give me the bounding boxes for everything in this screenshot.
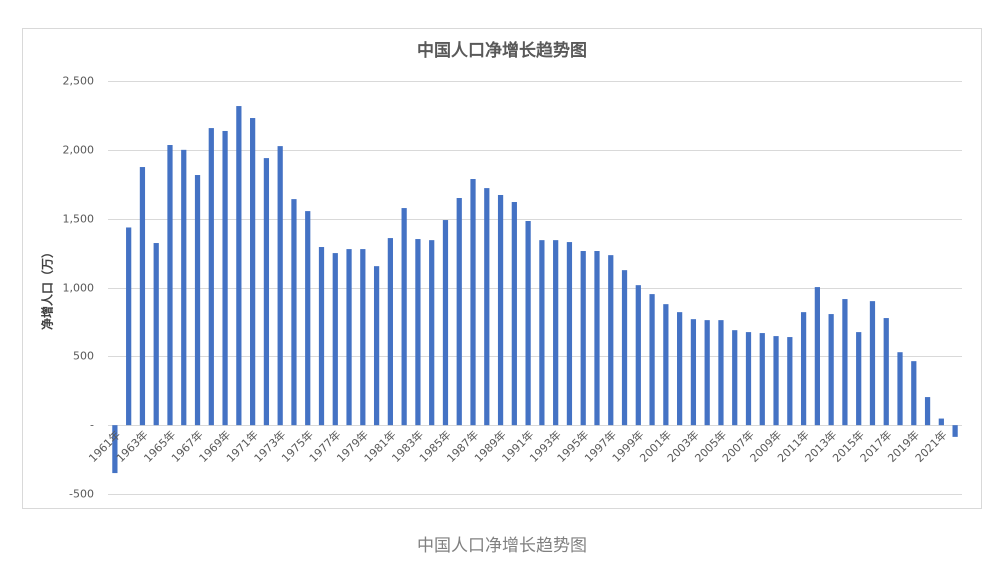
y-tick-label: 2,000 (63, 144, 95, 157)
bar (181, 149, 187, 426)
bar (759, 333, 765, 426)
bar (484, 188, 490, 426)
bar (222, 130, 228, 426)
bar (194, 175, 201, 426)
bar (608, 255, 614, 426)
bar (511, 202, 517, 426)
bar (663, 304, 669, 426)
bar (153, 243, 159, 426)
bar (787, 337, 793, 426)
bar (938, 418, 944, 426)
bar (263, 158, 270, 426)
bar (236, 106, 242, 426)
bar (621, 270, 628, 426)
bar (635, 285, 641, 426)
bar (553, 240, 559, 426)
bar (800, 312, 807, 426)
bar (773, 336, 779, 426)
bar (745, 332, 752, 426)
bar (952, 425, 958, 437)
caption: 中国人口净增长趋势图 (417, 536, 587, 556)
bar (318, 247, 325, 426)
bar (470, 179, 476, 426)
y-tick-label: -500 (69, 488, 94, 501)
bar (897, 352, 903, 426)
bar (360, 249, 366, 426)
bar (690, 319, 697, 426)
bar (277, 146, 283, 426)
bar (539, 240, 545, 426)
bar (442, 220, 449, 426)
bar (456, 198, 462, 426)
y-tick-label: - (90, 419, 94, 432)
bar (883, 318, 889, 426)
y-tick-label: 500 (73, 350, 94, 363)
y-tick-label: 2,500 (63, 75, 95, 88)
bar (677, 312, 683, 426)
bar (718, 320, 724, 426)
bar (594, 251, 600, 426)
bar (525, 221, 531, 426)
bar (856, 332, 862, 426)
bar (401, 208, 407, 426)
bar (373, 266, 380, 426)
bar (732, 330, 738, 426)
bar (208, 128, 214, 426)
bar (250, 118, 256, 426)
y-axis-label: 净增人口（万） (40, 246, 55, 330)
bar (911, 361, 917, 426)
bar (291, 199, 297, 426)
bar (814, 287, 820, 426)
bar (842, 299, 848, 426)
bar (167, 145, 173, 426)
bar (112, 425, 118, 474)
bar (387, 238, 393, 426)
bar (346, 249, 352, 426)
bar (332, 253, 338, 426)
bar (126, 227, 132, 426)
chart-title: 中国人口净增长趋势图 (417, 40, 587, 61)
bar (566, 242, 573, 426)
bar (924, 397, 931, 426)
y-tick-label: 1,500 (63, 213, 95, 226)
bar (415, 239, 421, 426)
bar (704, 320, 710, 426)
bar (305, 211, 311, 426)
bar (828, 314, 834, 426)
bar (869, 301, 876, 426)
bar (649, 294, 655, 426)
bar (429, 240, 435, 426)
bar (580, 251, 586, 426)
y-tick-label: 1,000 (63, 282, 95, 295)
bar (139, 167, 146, 426)
bar (497, 194, 504, 426)
